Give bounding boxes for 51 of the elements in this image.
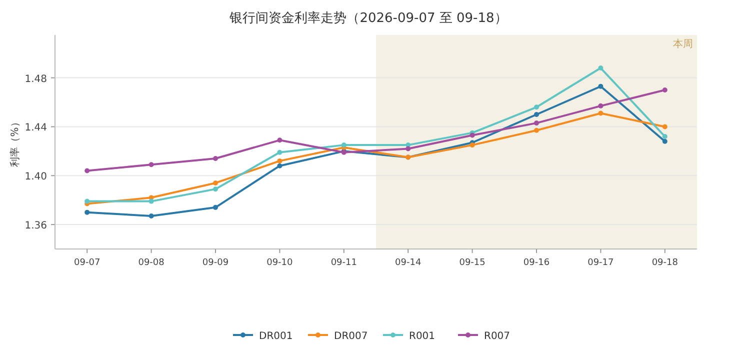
point: [84, 168, 90, 174]
x-tick-label: 09-07: [74, 258, 100, 268]
legend-label: DR007: [334, 331, 368, 342]
x-tick-label: 09-16: [523, 258, 550, 268]
point: [662, 88, 668, 93]
point: [406, 146, 411, 152]
point: [277, 158, 282, 164]
point: [277, 138, 282, 143]
point: [470, 132, 475, 138]
x-tick-label: 09-17: [588, 258, 614, 268]
y-tick-label: 1.36: [24, 220, 47, 232]
point: [662, 138, 668, 144]
point: [84, 210, 90, 215]
chart-title: 银行间资金利率走势（2026-09-07 至 09-18）: [228, 10, 508, 26]
point: [598, 110, 604, 116]
point: [213, 156, 218, 162]
point: [534, 128, 539, 133]
point: [534, 112, 539, 117]
legend-label: DR001: [259, 331, 293, 342]
point: [213, 180, 218, 186]
point: [148, 198, 154, 204]
legend-label: R001: [409, 331, 436, 342]
point: [84, 198, 90, 204]
point: [213, 204, 218, 210]
point: [148, 162, 154, 168]
point: [213, 186, 218, 192]
point: [598, 84, 604, 89]
point: [662, 134, 668, 139]
y-axis-title: 利率（%）: [9, 117, 21, 167]
x-tick-label: 09-15: [459, 258, 486, 268]
point: [277, 163, 282, 168]
legend-label: R007: [484, 331, 510, 342]
point: [148, 213, 154, 218]
point: [534, 120, 539, 126]
x-tick-label: 09-09: [202, 258, 229, 268]
point: [598, 66, 604, 71]
point: [662, 124, 668, 130]
point: [598, 103, 604, 108]
point: [341, 142, 346, 148]
x-tick-label: 09-10: [266, 258, 294, 268]
x-tick-label: 09-08: [138, 258, 165, 268]
point: [534, 104, 539, 110]
y-tick-label: 1.48: [24, 74, 47, 85]
x-tick-label: 09-11: [330, 258, 357, 268]
point: [470, 142, 475, 148]
x-tick-label: 09-18: [652, 258, 678, 268]
point: [277, 150, 282, 155]
x-tick-label: 09-14: [395, 258, 422, 268]
band-label: 本周: [673, 38, 693, 50]
y-tick-label: 1.40: [24, 172, 47, 183]
y-tick-label: 1.44: [24, 122, 47, 134]
